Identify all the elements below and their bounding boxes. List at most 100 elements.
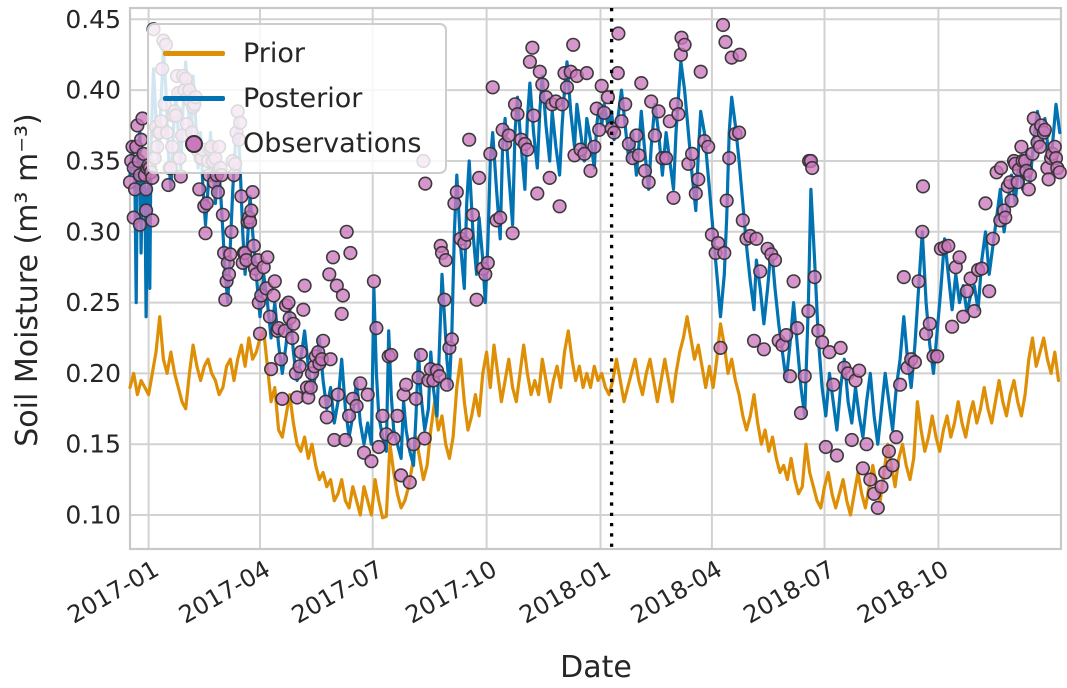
legend-label-posterior: Posterior — [243, 83, 363, 114]
observation-point — [325, 250, 341, 265]
observation-point — [713, 340, 728, 356]
observation-point — [870, 500, 885, 516]
x-tick-label: 2017-10 — [401, 555, 502, 629]
observation-point — [631, 148, 646, 163]
observation-point — [651, 104, 666, 119]
observation-point — [322, 267, 337, 282]
observation-point — [418, 176, 433, 191]
observation-point — [465, 207, 481, 222]
observation-point — [756, 342, 772, 357]
observation-point — [485, 80, 500, 95]
observation-point — [245, 185, 260, 200]
prior-line — [128, 315, 1061, 520]
x-tick-label: 2017-04 — [174, 555, 275, 629]
observation-point — [993, 160, 1009, 176]
observation-point — [941, 238, 956, 253]
observation-point — [818, 439, 833, 455]
y-tick-label: 0.10 — [65, 501, 121, 530]
observation-point — [1037, 122, 1052, 137]
observation-point — [353, 376, 368, 391]
observation-point — [629, 128, 644, 143]
observation-point — [1052, 165, 1067, 180]
x-tick-label: 2018-10 — [853, 555, 954, 629]
y-tick-label: 0.35 — [65, 147, 121, 176]
observation-point — [719, 193, 734, 208]
observation-point — [801, 304, 816, 319]
observation-point — [881, 444, 897, 459]
observation-point — [267, 274, 282, 289]
observation-point — [335, 288, 351, 303]
observation-point — [807, 270, 822, 285]
legend-row-observations: Observations — [159, 121, 421, 166]
observation-point — [459, 227, 474, 242]
observation-point — [566, 37, 581, 52]
observation-point — [480, 255, 495, 271]
observation-point — [896, 270, 911, 285]
observation-point — [577, 146, 592, 161]
observation-point — [790, 321, 805, 336]
observation-point — [297, 278, 312, 293]
observation-point — [618, 97, 633, 112]
observation-point — [1021, 182, 1036, 197]
observation-point — [985, 231, 1001, 246]
x-tick-label: 2018-04 — [626, 555, 727, 629]
observation-point — [715, 17, 731, 33]
observation-point — [437, 292, 452, 307]
observation-point — [805, 160, 820, 176]
observation-point — [285, 330, 300, 346]
observation-point — [319, 410, 334, 425]
observation-point — [542, 170, 557, 185]
observation-point — [264, 362, 279, 377]
observation-point — [793, 405, 809, 421]
observation-point — [647, 128, 663, 143]
observation-point — [610, 65, 625, 81]
observation-point — [554, 97, 570, 112]
observation-point — [911, 274, 926, 289]
observation-point — [641, 175, 656, 190]
observation-point — [349, 398, 364, 414]
y-axis-label: Soil Moisture (m³ m⁻³) — [10, 113, 45, 447]
observation-point — [592, 122, 607, 137]
prior-path — [128, 315, 1061, 520]
observation-point — [318, 394, 333, 409]
observation-point — [701, 139, 716, 154]
observation-point — [782, 369, 798, 384]
observation-point — [1010, 175, 1025, 190]
observation-point — [223, 247, 238, 262]
observation-point — [399, 377, 414, 392]
observation-point — [767, 253, 783, 268]
observation-point — [722, 151, 737, 166]
x-axis-label: Date — [560, 650, 632, 685]
observation-point — [998, 210, 1013, 225]
plot-border — [128, 6, 1063, 551]
observation-point — [982, 284, 997, 299]
observation-point — [611, 26, 626, 41]
observation-point — [974, 261, 989, 276]
observation-point — [944, 319, 960, 334]
observation-point — [915, 179, 931, 194]
x-tick-label: 2018-01 — [515, 555, 616, 629]
observation-point — [198, 226, 213, 241]
observation-point — [959, 284, 975, 299]
observation-point — [746, 333, 762, 348]
observation-point — [221, 267, 237, 282]
observation-point — [501, 128, 516, 143]
observation-point — [907, 355, 923, 370]
observation-point — [296, 302, 311, 317]
observation-point — [952, 250, 967, 265]
observation-point — [978, 196, 993, 211]
y-tick-label: 0.40 — [65, 76, 121, 105]
observation-point — [244, 203, 259, 218]
observation-point — [779, 328, 794, 343]
x-tick-label: 2017-01 — [63, 555, 164, 629]
observation-point — [606, 125, 622, 140]
posterior-line-swatch — [159, 96, 229, 101]
observation-point — [438, 253, 453, 268]
y-tick-label: 0.25 — [65, 288, 121, 317]
observation-point — [532, 64, 547, 79]
observation-point — [525, 40, 540, 55]
legend-row-prior: Prior — [159, 31, 421, 76]
observation-point — [732, 47, 747, 62]
observation-point — [658, 151, 674, 166]
observation-point — [215, 207, 230, 222]
